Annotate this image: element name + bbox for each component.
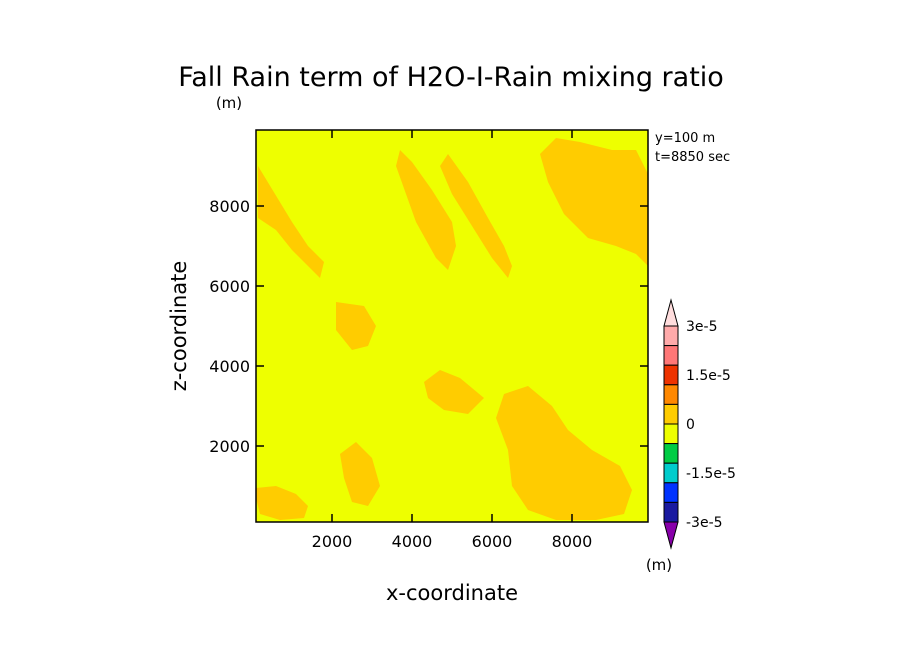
colorbar-segment (663, 325, 679, 347)
x-tick-label: 8000 (552, 532, 593, 551)
colorbar-segment (663, 443, 679, 464)
colorbar-max-arrow (663, 298, 679, 327)
colorbar-segment (663, 384, 679, 405)
contour-region-7 (496, 386, 632, 520)
contour-region-8 (256, 486, 308, 520)
x-axis-ticks: 2000 4000 6000 8000 (312, 130, 593, 551)
contour-region-1 (258, 166, 324, 278)
title-unit: (m) (216, 94, 242, 112)
chart-title: Fall Rain term of H2O-I-Rain mixing rati… (178, 62, 724, 93)
colorbar: 3e-5 1.5e-5 0 -1.5e-5 -3e-5 (663, 298, 736, 550)
plot-frame (255, 129, 649, 523)
y-tick-label: 8000 (209, 197, 250, 216)
colorbar-tick-label: 0 (686, 417, 695, 433)
colorbar-tick-label: -3e-5 (686, 515, 723, 531)
colorbar-segment (663, 345, 679, 366)
colorbar-segment (663, 462, 679, 484)
colorbar-tick-label: -1.5e-5 (686, 466, 736, 482)
contour-region-3 (440, 154, 512, 278)
y-axis-ticks: 2000 4000 6000 8000 (209, 197, 648, 456)
info-line-y: y=100 m (655, 131, 715, 146)
contour-region-9 (340, 442, 380, 506)
colorbar-tick-label: 1.5e-5 (686, 368, 731, 384)
contour-region-6 (424, 370, 484, 414)
colorbar-tick-label: 3e-5 (686, 319, 717, 335)
colorbar-segment (663, 364, 679, 386)
colorbar-segment (663, 423, 679, 445)
colorbar-unit: (m) (646, 556, 672, 574)
x-axis-label: x-coordinate (386, 581, 518, 605)
y-tick-label: 2000 (209, 437, 250, 456)
info-line-t: t=8850 sec (655, 150, 730, 165)
colorbar-min-arrow (663, 521, 679, 550)
x-tick-label: 2000 (312, 532, 353, 551)
contour-region-5 (336, 302, 376, 350)
y-axis-label: z-coordinate (167, 261, 191, 392)
colorbar-segment (663, 403, 679, 425)
plot-area: 2000 4000 6000 8000 2000 4000 6000 8000 (209, 129, 649, 551)
x-tick-label: 6000 (472, 532, 513, 551)
colorbar-segment (663, 482, 679, 503)
contour-regions (256, 138, 648, 520)
y-tick-label: 4000 (209, 357, 250, 376)
contour-region-2 (396, 150, 456, 270)
x-tick-label: 4000 (392, 532, 433, 551)
colorbar-segment (663, 501, 679, 523)
y-tick-label: 6000 (209, 277, 250, 296)
contour-region-4 (540, 138, 648, 266)
